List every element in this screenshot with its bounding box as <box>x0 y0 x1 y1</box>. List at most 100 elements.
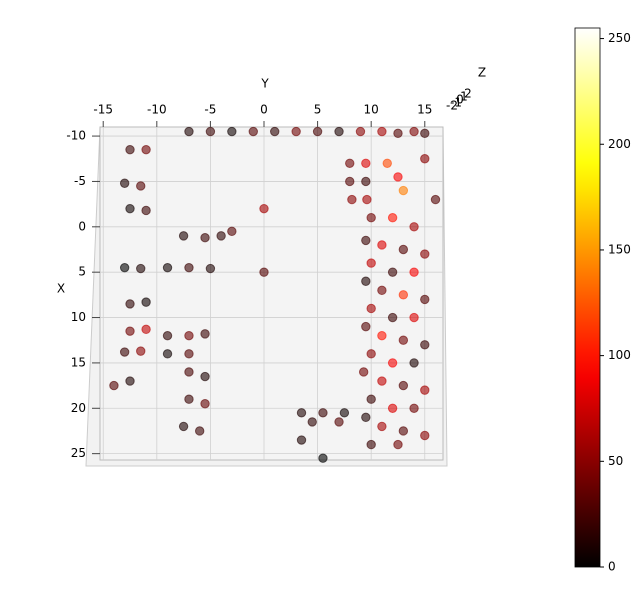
colorbar-tick-label: 0 <box>608 560 616 574</box>
x-tick-label: 25 <box>71 446 86 460</box>
point <box>366 213 376 223</box>
point <box>109 380 119 391</box>
point <box>377 240 387 250</box>
point <box>347 194 357 205</box>
y-axis-label: Y <box>260 77 269 91</box>
point <box>420 294 430 305</box>
point <box>296 408 307 418</box>
point <box>141 205 151 216</box>
point <box>248 126 258 137</box>
point <box>377 376 387 386</box>
x-tick-label: -5 <box>74 174 86 188</box>
point <box>377 126 387 137</box>
point <box>366 394 376 404</box>
point <box>398 185 409 196</box>
point <box>345 158 355 168</box>
point <box>205 126 216 137</box>
colorbar-tick-label: 250 <box>608 31 631 45</box>
point <box>361 321 371 332</box>
point <box>377 285 387 296</box>
point <box>420 154 430 164</box>
point <box>366 303 376 314</box>
point <box>307 417 317 427</box>
point <box>409 403 419 413</box>
y-tick-label: -10 <box>147 103 167 117</box>
point <box>200 329 210 339</box>
point <box>259 203 269 214</box>
z-tick-label: 2 <box>464 87 472 101</box>
point <box>200 371 210 382</box>
point <box>200 232 210 243</box>
point <box>119 262 130 273</box>
point <box>420 249 430 259</box>
point <box>270 126 280 137</box>
point <box>125 326 135 336</box>
x-tick-label: 5 <box>78 265 86 279</box>
point <box>361 412 371 423</box>
point <box>162 262 173 273</box>
colorbar-tick-label: 200 <box>608 137 631 151</box>
point <box>136 346 146 356</box>
point <box>420 128 430 139</box>
point <box>184 330 194 341</box>
point <box>141 297 151 307</box>
point <box>184 367 194 377</box>
z-tick-label: -2 <box>446 99 458 113</box>
point <box>366 258 376 268</box>
point <box>361 235 371 246</box>
point <box>125 299 135 309</box>
point <box>398 290 409 300</box>
z-tick-label: 1 <box>460 90 468 104</box>
point <box>361 158 371 168</box>
point <box>366 439 376 450</box>
x-tick-label: 20 <box>71 401 86 415</box>
point <box>227 226 237 237</box>
colorbar-tick-label: 100 <box>608 348 631 362</box>
point <box>141 144 151 155</box>
point <box>339 408 350 418</box>
point <box>205 263 216 274</box>
x-tick-label: 10 <box>71 310 86 324</box>
point <box>334 126 344 137</box>
point <box>184 349 194 359</box>
point <box>361 176 371 187</box>
colorbar-tick-label: 50 <box>608 454 623 468</box>
point <box>409 358 419 368</box>
y-tick-label: 0 <box>260 103 268 117</box>
point <box>136 181 146 191</box>
point <box>318 453 328 463</box>
z-axis-label: Z <box>478 66 486 80</box>
point <box>178 421 189 432</box>
point <box>227 126 237 137</box>
point <box>387 312 398 323</box>
point <box>387 403 398 413</box>
point <box>259 267 269 277</box>
point <box>398 380 409 391</box>
z-tick-label: 0 <box>456 93 464 107</box>
point <box>358 367 369 377</box>
point <box>119 347 130 357</box>
point <box>162 349 173 359</box>
point <box>366 349 376 359</box>
point <box>318 408 328 418</box>
point <box>393 128 403 139</box>
point <box>362 194 372 205</box>
point <box>184 262 194 273</box>
x-tick-label: 15 <box>71 355 86 369</box>
point <box>194 426 205 436</box>
colorbar-tick-label: 150 <box>608 242 631 256</box>
point <box>125 203 135 214</box>
y-tick-label: -5 <box>204 103 216 117</box>
y-tick-label: 15 <box>417 103 432 117</box>
point <box>393 172 403 182</box>
y-tick-label: 5 <box>314 103 322 117</box>
point <box>345 176 355 187</box>
point <box>420 340 430 350</box>
point <box>312 126 323 137</box>
point <box>430 194 441 205</box>
point <box>398 426 409 436</box>
point <box>387 267 398 277</box>
point <box>355 126 366 137</box>
y-tick-label: -15 <box>93 103 113 117</box>
